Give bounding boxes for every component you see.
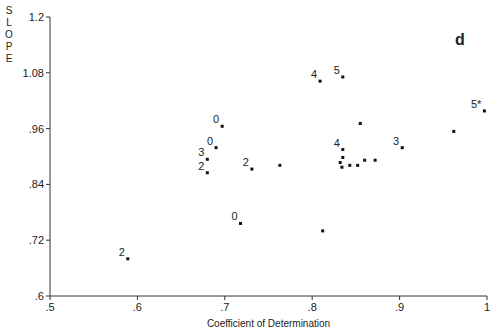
point-label: 2	[119, 246, 125, 258]
point	[206, 158, 209, 161]
point	[321, 229, 324, 232]
y-tick-label: .84	[29, 178, 44, 190]
y-tick	[46, 128, 50, 129]
x-axis	[50, 296, 487, 297]
x-tick-label: .5	[45, 301, 54, 313]
x-tick-label: .9	[395, 301, 404, 313]
y-tick-label: 1.2	[29, 11, 44, 23]
point	[363, 159, 366, 162]
y-axis-label-letter: E	[6, 53, 13, 64]
y-axis	[50, 17, 51, 296]
point	[359, 122, 362, 125]
y-tick	[46, 296, 50, 297]
point	[206, 171, 209, 174]
point-labels: 200322045435*	[119, 64, 482, 258]
x-tick-label: .8	[308, 301, 317, 313]
y-tick-label: 1.08	[23, 67, 44, 79]
y-axis-label-letter: O	[5, 29, 13, 40]
x-tick	[312, 296, 313, 300]
point	[239, 222, 242, 225]
point	[374, 159, 377, 162]
point	[341, 148, 344, 151]
x-tick	[487, 296, 488, 300]
points	[126, 75, 486, 260]
point-label: 0	[231, 210, 237, 222]
point	[215, 146, 218, 149]
point	[250, 168, 253, 171]
y-tick-label: .72	[29, 234, 44, 246]
point	[483, 109, 486, 112]
point-label: 0	[207, 135, 213, 147]
point	[126, 257, 129, 260]
chart: .5.6.7.8.91.6.72.84.961.081.2Coefficient…	[0, 0, 500, 330]
point-label: 2	[198, 160, 204, 172]
x-tick	[399, 296, 400, 300]
x-tick-label: .6	[133, 301, 142, 313]
y-tick	[46, 184, 50, 185]
y-axis-label-letter: P	[6, 41, 13, 52]
y-axis-label-letter: L	[6, 17, 12, 28]
x-axis-label: Coefficient of Determination	[207, 318, 330, 329]
y-tick	[46, 17, 50, 18]
point-label: 2	[243, 156, 249, 168]
point	[348, 164, 351, 167]
x-tick-label: .7	[220, 301, 229, 313]
point	[341, 156, 344, 159]
point-label: 4	[334, 137, 340, 149]
y-tick	[46, 72, 50, 73]
point	[278, 164, 281, 167]
x-tick	[137, 296, 138, 300]
x-tick	[224, 296, 225, 300]
point	[339, 161, 342, 164]
x-tick-label: 1	[484, 301, 490, 313]
point-label: 5*	[471, 98, 482, 110]
point-label: 0	[213, 113, 219, 125]
point-label: 3	[198, 146, 204, 158]
point-label: 5	[334, 64, 340, 76]
point	[452, 130, 455, 133]
panel-label: d	[455, 31, 465, 48]
point	[341, 75, 344, 78]
point	[340, 166, 343, 169]
point-label: 3	[393, 135, 399, 147]
y-tick	[46, 240, 50, 241]
point	[319, 80, 322, 83]
x-tick	[50, 296, 51, 300]
point	[401, 146, 404, 149]
y-axis-label: SLOPE	[5, 5, 13, 64]
point-label: 4	[311, 68, 317, 80]
y-tick-label: .96	[29, 123, 44, 135]
point	[356, 164, 359, 167]
point	[221, 125, 224, 128]
y-tick-label: .6	[35, 290, 44, 302]
y-axis-label-letter: S	[6, 5, 13, 16]
